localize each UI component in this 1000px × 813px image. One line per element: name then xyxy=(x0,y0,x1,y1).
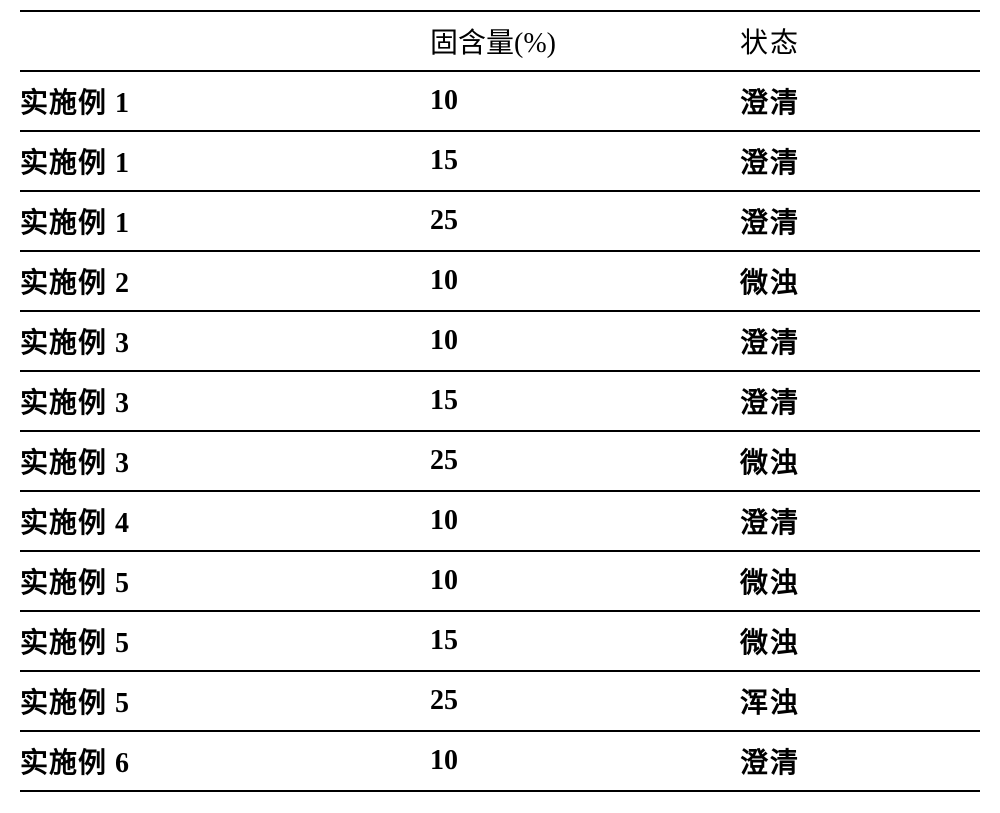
cell-state: 澄清 xyxy=(740,311,980,371)
col-header-solid-text: 固含量(%) xyxy=(430,28,556,59)
col-header-state: 状态 xyxy=(740,11,980,71)
label-prefix: 实施例 xyxy=(20,628,107,659)
label-prefix: 实施例 xyxy=(20,748,107,779)
cell-label: 实施例 3 xyxy=(20,431,430,491)
label-num: 1 xyxy=(115,208,130,239)
cell-label: 实施例 5 xyxy=(20,551,430,611)
label-num: 1 xyxy=(115,148,130,179)
solid-value: 10 xyxy=(430,505,458,536)
label-num: 3 xyxy=(115,328,130,359)
cell-solid: 10 xyxy=(430,731,740,791)
page: 固含量(%) 状态 实施例 1 10 澄清 实施例 1 xyxy=(0,10,1000,813)
cell-state: 微浊 xyxy=(740,431,980,491)
col-header-solid: 固含量(%) xyxy=(430,11,740,71)
cell-solid: 25 xyxy=(430,671,740,731)
solid-value: 15 xyxy=(430,145,458,176)
table-row: 实施例 3 10 澄清 xyxy=(20,311,980,371)
table-row: 实施例 4 10 澄清 xyxy=(20,491,980,551)
cell-state: 微浊 xyxy=(740,611,980,671)
cell-label: 实施例 4 xyxy=(20,491,430,551)
cell-label: 实施例 5 xyxy=(20,611,430,671)
solid-value: 10 xyxy=(430,265,458,296)
cell-state: 微浊 xyxy=(740,251,980,311)
cell-solid: 10 xyxy=(430,251,740,311)
table-row: 实施例 5 15 微浊 xyxy=(20,611,980,671)
cell-state: 澄清 xyxy=(740,731,980,791)
cell-solid: 10 xyxy=(430,311,740,371)
cell-state: 澄清 xyxy=(740,131,980,191)
label-num: 1 xyxy=(115,88,130,119)
table-row: 实施例 6 10 澄清 xyxy=(20,731,980,791)
cell-state: 微浊 xyxy=(740,551,980,611)
table-row: 实施例 2 10 微浊 xyxy=(20,251,980,311)
solid-value: 10 xyxy=(430,745,458,776)
label-num: 3 xyxy=(115,448,130,479)
cell-solid: 10 xyxy=(430,71,740,131)
table-row: 实施例 1 15 澄清 xyxy=(20,131,980,191)
label-prefix: 实施例 xyxy=(20,568,107,599)
cell-label: 实施例 3 xyxy=(20,371,430,431)
cell-label: 实施例 1 xyxy=(20,191,430,251)
cell-state: 澄清 xyxy=(740,491,980,551)
label-num: 2 xyxy=(115,268,130,299)
table-row: 实施例 3 15 澄清 xyxy=(20,371,980,431)
label-num: 5 xyxy=(115,688,130,719)
label-prefix: 实施例 xyxy=(20,328,107,359)
cell-state: 澄清 xyxy=(740,71,980,131)
solid-value: 25 xyxy=(430,445,458,476)
cell-solid: 10 xyxy=(430,491,740,551)
cell-state: 澄清 xyxy=(740,191,980,251)
label-prefix: 实施例 xyxy=(20,508,107,539)
label-prefix: 实施例 xyxy=(20,688,107,719)
label-prefix: 实施例 xyxy=(20,388,107,419)
solid-value: 10 xyxy=(430,325,458,356)
cell-label: 实施例 3 xyxy=(20,311,430,371)
label-num: 4 xyxy=(115,508,130,539)
cell-label: 实施例 1 xyxy=(20,131,430,191)
solid-value: 15 xyxy=(430,385,458,416)
cell-label: 实施例 5 xyxy=(20,671,430,731)
cell-solid: 15 xyxy=(430,611,740,671)
solubility-table: 固含量(%) 状态 实施例 1 10 澄清 实施例 1 xyxy=(20,10,980,792)
label-num: 6 xyxy=(115,748,130,779)
cell-solid: 25 xyxy=(430,191,740,251)
cell-label: 实施例 2 xyxy=(20,251,430,311)
col-header-label xyxy=(20,11,430,71)
table-row: 实施例 5 25 浑浊 xyxy=(20,671,980,731)
cell-solid: 25 xyxy=(430,431,740,491)
cell-label: 实施例 6 xyxy=(20,731,430,791)
table-row: 实施例 1 25 澄清 xyxy=(20,191,980,251)
table-row: 实施例 1 10 澄清 xyxy=(20,71,980,131)
label-prefix: 实施例 xyxy=(20,268,107,299)
table-header-row: 固含量(%) 状态 xyxy=(20,11,980,71)
cell-state: 浑浊 xyxy=(740,671,980,731)
solid-value: 10 xyxy=(430,85,458,116)
label-prefix: 实施例 xyxy=(20,208,107,239)
table-body: 实施例 1 10 澄清 实施例 1 15 澄清 xyxy=(20,71,980,791)
label-num: 3 xyxy=(115,388,130,419)
label-prefix: 实施例 xyxy=(20,448,107,479)
label-prefix: 实施例 xyxy=(20,88,107,119)
solid-value: 15 xyxy=(430,625,458,656)
cell-solid: 15 xyxy=(430,371,740,431)
label-num: 5 xyxy=(115,628,130,659)
solid-value: 25 xyxy=(430,685,458,716)
solid-value: 25 xyxy=(430,205,458,236)
label-prefix: 实施例 xyxy=(20,148,107,179)
table-row: 实施例 5 10 微浊 xyxy=(20,551,980,611)
table-row: 实施例 3 25 微浊 xyxy=(20,431,980,491)
label-num: 5 xyxy=(115,568,130,599)
cell-label: 实施例 1 xyxy=(20,71,430,131)
cell-solid: 10 xyxy=(430,551,740,611)
cell-solid: 15 xyxy=(430,131,740,191)
cell-state: 澄清 xyxy=(740,371,980,431)
solid-value: 10 xyxy=(430,565,458,596)
